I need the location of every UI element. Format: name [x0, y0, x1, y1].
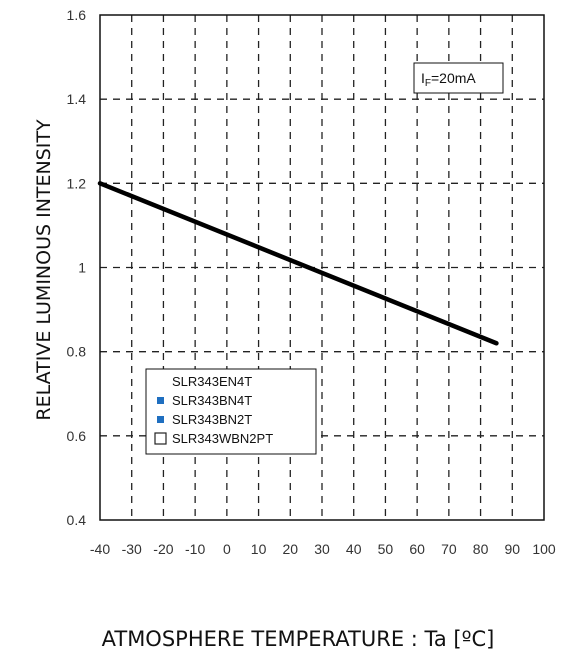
- legend-marker: [157, 397, 164, 404]
- x-tick-label: 40: [346, 541, 362, 557]
- y-axis-label: RELATIVE LUMINOUS INTENSITY: [33, 119, 55, 421]
- legend-label: SLR343EN4T: [172, 374, 252, 389]
- x-tick-label: 50: [378, 541, 394, 557]
- legend-marker: [154, 432, 167, 445]
- legend: SLR343EN4T SLR343BN4T SLR343BN2T SLR343WBN2…: [145, 368, 317, 455]
- plot-frame: [99, 14, 545, 521]
- annotation-sub: F: [425, 78, 431, 89]
- x-tick-label: 70: [441, 541, 457, 557]
- x-tick-label: -20: [153, 541, 173, 557]
- annotation-text: IF=20mA: [421, 70, 476, 89]
- x-tick-label: -40: [90, 541, 110, 557]
- series-layer: [97, 181, 499, 346]
- legend-label: SLR343BN2T: [172, 412, 252, 427]
- x-axis-label: ATMOSPHERE TEMPERATURE : Ta [ºC]: [102, 627, 495, 651]
- y-ticks: 0.4 0.6 0.8 1 1.2 1.4 1.6: [67, 7, 87, 528]
- current-annotation: IF=20mA: [413, 62, 504, 94]
- legend-label: SLR343WBN2PT: [172, 431, 273, 446]
- y-tick-label: 0.8: [67, 344, 87, 360]
- y-tick-label: 1: [78, 260, 86, 276]
- x-tick-label: -30: [122, 541, 142, 557]
- x-tick-label: 90: [504, 541, 520, 557]
- x-tick-label: 80: [473, 541, 489, 557]
- y-tick-label: 1.2: [67, 175, 87, 191]
- x-tick-label: -10: [185, 541, 205, 557]
- legend-box: [145, 368, 317, 455]
- annotation-box: [413, 62, 504, 94]
- y-tick-label: 0.6: [67, 428, 87, 444]
- x-tick-label: 20: [282, 541, 298, 557]
- series-line: [97, 181, 499, 346]
- x-tick-label: 0: [223, 541, 231, 557]
- y-tick-label: 1.6: [67, 7, 87, 23]
- y-tick-label: 1.4: [67, 91, 87, 107]
- x-tick-label: 10: [251, 541, 267, 557]
- x-ticks: -40 -30 -20 -10 0 10 20 30 40 50 60 70 80 90 100: [90, 541, 556, 557]
- annotation-rest: =20mA: [431, 70, 476, 86]
- x-tick-label: 30: [314, 541, 330, 557]
- y-tick-label: 0.4: [67, 512, 87, 528]
- legend-marker: [157, 416, 164, 423]
- legend-label: SLR343BN4T: [172, 393, 252, 408]
- x-tick-label: 60: [409, 541, 425, 557]
- x-tick-label: 100: [532, 541, 556, 557]
- grid-lines: [100, 15, 544, 520]
- annotation-main: I: [421, 70, 425, 86]
